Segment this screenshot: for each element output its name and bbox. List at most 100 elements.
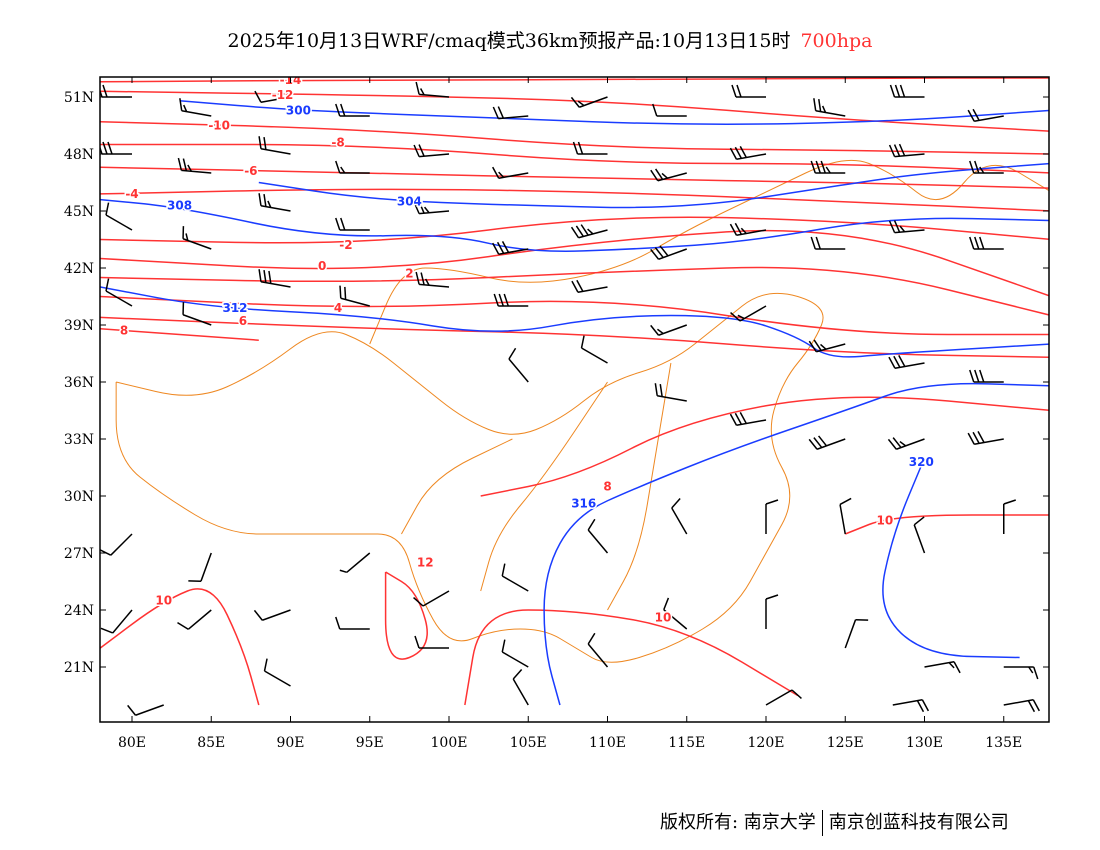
temperature-contour-line [100, 229, 1049, 297]
height-contour-line [543, 382, 1049, 706]
wind-barb [571, 279, 608, 293]
wind-barb [969, 369, 1004, 383]
wind-barb [730, 305, 767, 322]
wind-barb [177, 157, 212, 174]
wind-barb [263, 658, 291, 687]
lon-tick-label: 100E [431, 735, 468, 751]
wind-barb [335, 616, 370, 630]
height-contour-line [258, 162, 1049, 209]
wind-barb [105, 202, 133, 231]
copyright-owner: 版权所有: 南京大学 [660, 812, 816, 833]
lat-tick-label: 48N [64, 147, 94, 163]
wind-barb [413, 590, 450, 607]
wind-barb [493, 293, 529, 307]
height-contour-label: 300 [286, 103, 311, 117]
title-text: 2025年10月13日WRF/cmaq模式36km预报产品:10月13日15时 [227, 30, 791, 52]
map-frame [99, 76, 1050, 723]
wind-barb [100, 533, 133, 556]
temperature-contour-label: -6 [244, 164, 257, 178]
contour-labels: -14-12-10-8-6-4-202468810101012300304308… [118, 77, 935, 626]
border-line [480, 381, 608, 592]
wind-barb [127, 704, 164, 716]
wind-barb [969, 160, 1004, 174]
wind-barb [924, 661, 961, 674]
lat-tick-label: 45N [64, 204, 94, 220]
wind-barb [650, 324, 688, 336]
wind-barb [663, 597, 688, 630]
lat-tick-label: 39N [64, 318, 94, 334]
china-border-outline [115, 159, 1049, 663]
wind-barb [501, 563, 529, 592]
lat-tick-label: 24N [64, 603, 94, 619]
wind-barb [729, 145, 767, 160]
axis-ticks: 80E 85E 90E 95E 100E 105E 110E 115E 120E 125E 130E… [64, 77, 1049, 751]
wind-barb [587, 632, 609, 668]
wind-barb [889, 84, 925, 98]
wind-barb [339, 285, 370, 307]
wind-barb [182, 302, 212, 326]
wind-barb [580, 335, 608, 364]
wind-barb [1003, 666, 1039, 680]
temperature-contour-label: -2 [339, 238, 352, 252]
wind-barb [492, 106, 529, 120]
lon-tick-label: 115E [668, 735, 705, 751]
wind-barb [254, 90, 291, 103]
temperature-contour-line [100, 266, 1049, 316]
wind-barb [188, 552, 212, 582]
wind-barb [888, 143, 925, 158]
wind-barb [258, 193, 291, 212]
wind-barb [100, 609, 133, 634]
map-title: 2025年10月13日WRF/cmaq模式36km预报产品:10月13日15时 7… [0, 26, 1100, 53]
wind-barb [969, 236, 1004, 250]
height-contour-line [179, 100, 1049, 125]
wind-barb [501, 639, 529, 668]
wind-barb [1003, 699, 1040, 713]
wind-barb [179, 98, 212, 117]
wind-barb [892, 699, 930, 713]
temperature-contour-label: 10 [655, 611, 672, 625]
lon-tick-label: 85E [197, 735, 225, 751]
wind-barb [654, 383, 687, 402]
border-line [401, 438, 513, 535]
temperature-contour-line [100, 328, 259, 341]
temperature-contour-label: -4 [125, 187, 138, 201]
wind-barb [492, 166, 529, 179]
wind-barb [967, 430, 1004, 445]
wind-barb [258, 136, 291, 155]
wind-barb [508, 347, 529, 383]
wind-barb [1003, 499, 1016, 534]
wind-barb [414, 635, 449, 649]
wind-barb [335, 103, 370, 117]
wind-barb [887, 437, 925, 450]
temperature-contour-label: -8 [331, 136, 344, 150]
wind-barb [105, 278, 133, 307]
wind-barb [587, 518, 609, 554]
height-contour-label: 320 [909, 455, 934, 469]
wind-barb [765, 689, 802, 706]
lon-tick-label: 135E [985, 735, 1022, 751]
copyright-company: 南京创蓝科技有限公司 [828, 812, 1009, 833]
height-contour-line [100, 198, 1049, 252]
temperature-contour-label: -12 [272, 88, 294, 102]
height-contour-label: 316 [571, 497, 596, 511]
wind-barb [512, 669, 529, 706]
lat-tick-label: 21N [64, 660, 94, 676]
lon-tick-label: 80E [118, 735, 146, 751]
wind-barb [731, 84, 766, 98]
wind-barb [808, 435, 846, 450]
lat-tick-label: 36N [64, 375, 94, 391]
wind-barb [415, 81, 450, 98]
temperature-contour-label: 8 [603, 480, 611, 494]
temperature-contour-line [464, 609, 799, 706]
temperature-contour-line [100, 295, 1049, 336]
wind-barb [729, 222, 767, 236]
wind-barb [888, 354, 925, 369]
wind-barb [913, 516, 926, 554]
lon-tick-label: 105E [510, 735, 547, 751]
lat-tick-label: 30N [64, 489, 94, 505]
temperature-contour-label: 6 [239, 314, 247, 328]
wind-barb [177, 609, 212, 630]
pressure-level: 700hpa [800, 30, 873, 52]
lon-tick-label: 110E [589, 735, 626, 751]
wind-barb [413, 144, 450, 158]
